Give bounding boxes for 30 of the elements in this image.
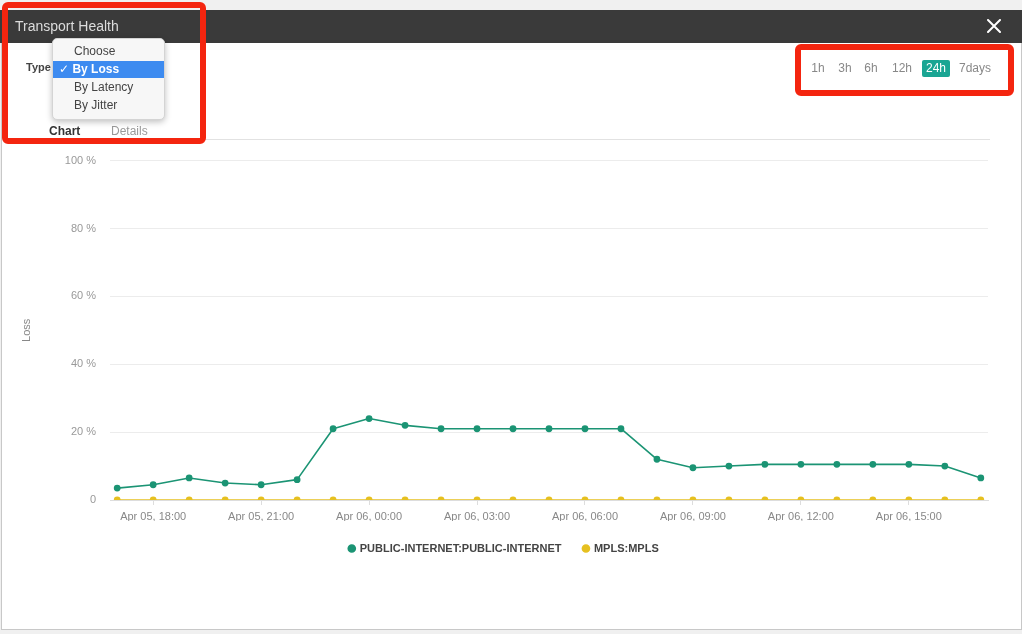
x-tick-label: Apr 06, 06:00 [551,509,619,522]
chart-title: Transport Health [15,18,119,34]
text: 3h [838,61,852,75]
y-tick-label: 20 % [70,425,97,438]
x-tick-label: Apr 06, 12:00 [767,509,834,522]
x-tick-label: Apr 05, 21:00 [228,509,295,522]
y-tick-label: 60 % [70,289,97,302]
legend-label: PUBLIC-INTERNET:PUBLIC-INTERNET [359,541,562,554]
x-tick-label: Apr 06, 00:00 [336,509,403,522]
x-tick-label: Apr 06, 09:00 [659,509,726,522]
y-tick-label: 0 [89,493,96,506]
y-axis-title: Loss [19,318,32,342]
x-tick-label: Apr 06, 15:00 [875,509,942,522]
y-tick-label: 100 % [64,153,97,166]
text: Chart [49,124,81,138]
text: By Jitter [74,98,118,112]
text: Choose [74,44,116,58]
x-tick-label: Apr 05, 18:00 [120,509,187,522]
text: Details [111,124,148,138]
y-tick-label: 40 % [70,357,97,370]
text: ✓ By Loss [59,62,120,76]
legend-label: MPLS:MPLS [593,541,659,554]
text: Type [26,61,51,73]
x-tick-label: Apr 06, 03:00 [444,509,511,522]
text: 6h [864,61,878,75]
text: 1h [811,61,825,75]
text: By Latency [74,80,134,94]
y-tick-label: 80 % [70,221,97,234]
text: 12h [891,61,913,75]
text: 7days [958,61,992,75]
